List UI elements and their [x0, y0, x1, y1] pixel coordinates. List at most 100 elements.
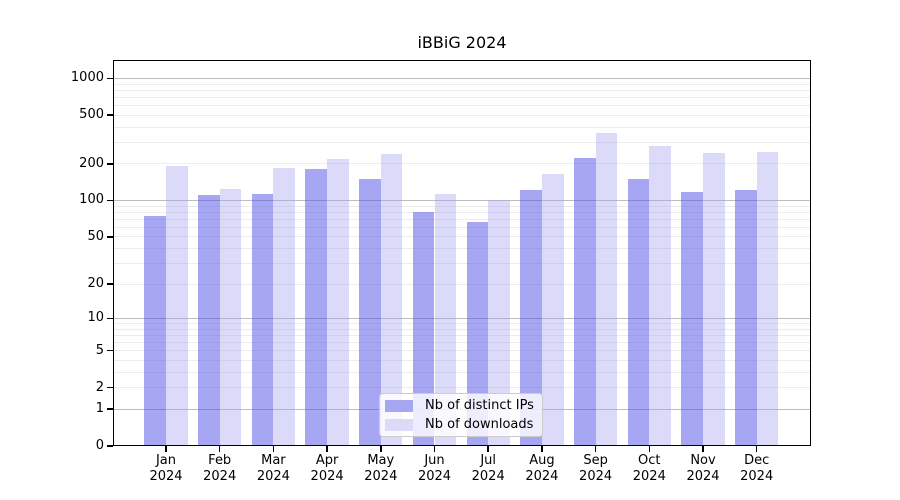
- y-tick: [107, 199, 113, 202]
- legend-item-downloads: Nb of downloads: [385, 417, 542, 432]
- bar-nb-of-downloads-mar: [273, 168, 296, 446]
- x-tick-label: Dec 2024: [717, 453, 797, 485]
- y-gridline-minor: [113, 211, 811, 213]
- x-tick-label: Oct 2024: [609, 453, 689, 485]
- x-tick-label: Aug 2024: [502, 453, 582, 485]
- y-tick: [107, 283, 113, 285]
- x-tick-label-year: 2024: [310, 469, 344, 484]
- x-tick-label-month: Dec: [744, 453, 770, 468]
- y-tick-label: 500: [79, 107, 104, 123]
- x-axis: Jan 2024 Feb 2024 Mar 2024 Apr 2024 May 2024 Jun 20…: [113, 446, 811, 500]
- bar-nb-of-distinct-ips-jun: [412, 212, 435, 446]
- x-tick-label: Sep 2024: [556, 453, 636, 485]
- y-gridline-minor: [113, 359, 811, 361]
- bar-nb-of-distinct-ips-oct: [627, 179, 650, 446]
- y-gridline-minor: [113, 105, 811, 107]
- plot-canvas: [113, 60, 811, 446]
- bar-nb-of-distinct-ips-sep: [573, 158, 596, 446]
- y-tick: [107, 317, 113, 320]
- y-tick-label: 5: [95, 342, 104, 358]
- bar-nb-of-downloads-oct: [649, 146, 671, 446]
- x-tick-label: Apr 2024: [287, 453, 367, 485]
- bar-nb-of-distinct-ips-feb: [198, 195, 220, 446]
- x-tick-label-year: 2024: [686, 469, 720, 484]
- y-tick: [107, 114, 113, 117]
- y-tick: [107, 386, 113, 389]
- y-gridline-minor: [113, 126, 811, 128]
- bar-nb-of-distinct-ips-apr: [305, 169, 328, 446]
- x-tick-label-month: Jul: [480, 453, 497, 468]
- x-tick-label: Jan 2024: [126, 453, 206, 485]
- x-tick-label-year: 2024: [203, 469, 237, 484]
- bar-nb-of-distinct-ips-mar: [251, 193, 274, 446]
- x-tick-label-year: 2024: [149, 469, 183, 484]
- y-tick: [107, 77, 113, 80]
- x-tick-label-month: Apr: [315, 453, 339, 468]
- chart-title: iBBiG 2024: [417, 33, 507, 52]
- y-tick-label: 0: [95, 438, 104, 453]
- y-gridline-major: [113, 199, 811, 201]
- x-tick: [433, 446, 436, 452]
- x-tick: [541, 446, 543, 452]
- y-tick-label: 50: [87, 228, 104, 244]
- y-gridline-minor: [113, 328, 811, 330]
- x-tick-label-year: 2024: [632, 469, 666, 484]
- legend-swatch-downloads-icon: [385, 418, 413, 431]
- x-tick: [326, 446, 328, 452]
- x-tick-label-year: 2024: [256, 469, 290, 484]
- y-axis: 0 1 2 5 10 20 50 100 200 500 1000: [0, 60, 113, 453]
- y-tick-label: 200: [79, 155, 104, 171]
- x-tick-label-year: 2024: [364, 469, 398, 484]
- y-gridline-minor: [113, 96, 811, 98]
- y-gridline-minor: [113, 262, 811, 264]
- y-gridline-minor: [113, 323, 811, 324]
- bar-nb-of-downloads-aug: [541, 174, 564, 446]
- x-tick-label-month: Sep: [583, 453, 608, 468]
- y-tick-label: 20: [87, 276, 104, 292]
- x-tick: [755, 446, 758, 452]
- bar-nb-of-distinct-ips-may: [359, 179, 381, 446]
- bar-nb-of-downloads-may: [380, 153, 403, 446]
- x-tick-label: May 2024: [341, 453, 421, 485]
- x-tick-label: Nov 2024: [663, 453, 743, 485]
- x-tick-label: Feb 2024: [180, 453, 260, 485]
- x-tick: [380, 446, 382, 452]
- legend-label-downloads: Nb of downloads: [425, 417, 534, 432]
- bar-nb-of-downloads-nov: [703, 152, 725, 446]
- bar-nb-of-downloads-jul: [488, 200, 510, 446]
- x-tick-label-month: Feb: [208, 453, 232, 468]
- y-tick-label: 10: [87, 310, 104, 326]
- y-tick-label: 1000: [70, 70, 104, 86]
- x-tick: [487, 446, 489, 452]
- x-tick-label-month: Oct: [638, 453, 661, 468]
- x-tick: [594, 446, 597, 452]
- y-tick: [107, 163, 113, 165]
- y-tick: [107, 349, 113, 352]
- x-tick-label-year: 2024: [417, 469, 452, 484]
- y-gridline-major: [113, 77, 811, 79]
- y-gridline-minor: [113, 387, 811, 389]
- y-tick-label: 2: [95, 379, 104, 395]
- y-gridline-minor: [113, 371, 811, 373]
- plot-area: Nb of distinct IPs Nb of downloads: [113, 60, 811, 446]
- y-gridline-minor: [113, 89, 811, 91]
- x-tick-label: Mar 2024: [233, 453, 313, 485]
- x-tick-label-month: May: [367, 453, 395, 468]
- bar-nb-of-downloads-dec: [756, 152, 779, 446]
- x-tick-label-year: 2024: [525, 469, 559, 484]
- bar-nb-of-distinct-ips-jan: [144, 216, 166, 446]
- legend-item-distinct-ips: Nb of distinct IPs: [385, 398, 542, 413]
- bar-nb-of-downloads-feb: [219, 188, 242, 446]
- x-tick-label-year: 2024: [740, 469, 774, 484]
- y-gridline-minor: [113, 334, 811, 336]
- y-gridline-minor: [113, 247, 811, 249]
- y-gridline-minor: [113, 341, 811, 343]
- y-gridline-minor: [113, 226, 811, 228]
- bar-nb-of-distinct-ips-aug: [520, 190, 542, 446]
- bar-nb-of-downloads-sep: [595, 133, 618, 446]
- x-tick-label-month: Mar: [261, 453, 286, 468]
- bar-nb-of-downloads-jun: [434, 193, 457, 446]
- x-tick-label-month: Nov: [690, 453, 716, 468]
- bar-nb-of-downloads-jan: [166, 166, 188, 446]
